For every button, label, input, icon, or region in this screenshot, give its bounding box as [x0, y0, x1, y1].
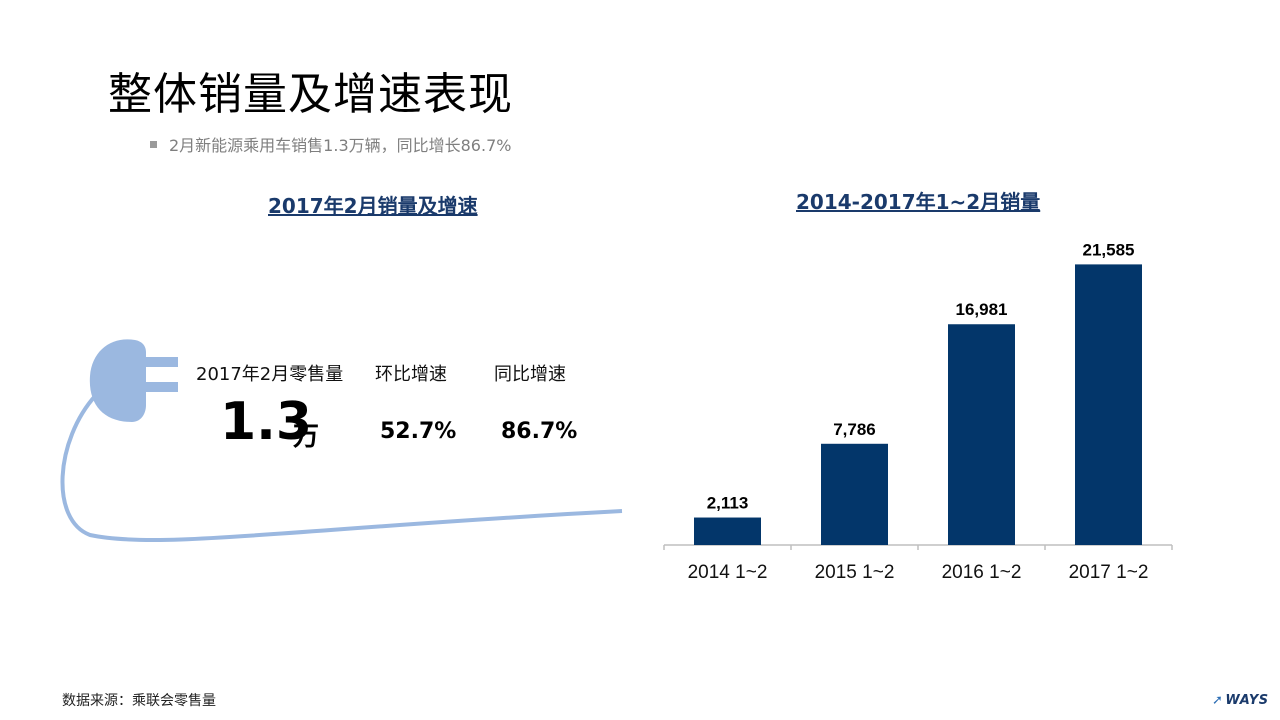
x-tick-label-0: 2014 1~2	[688, 562, 768, 583]
metric-value-mom: 52.7%	[380, 419, 457, 444]
bar-value-label-0: 2,113	[707, 494, 749, 513]
x-tick-label-2: 2016 1~2	[942, 562, 1022, 583]
metric-label-yoy: 同比增速	[494, 364, 566, 385]
plug-cable	[60, 393, 623, 542]
metric-value-yoy: 86.7%	[501, 419, 578, 444]
bar-2	[948, 324, 1015, 545]
plug-illustration	[60, 339, 623, 542]
logo-mark-icon: ➚	[1212, 693, 1224, 708]
page-title: 整体销量及增速表现	[108, 69, 513, 120]
metric-value-retail: 1.3	[220, 392, 313, 452]
bullet-square-icon	[150, 141, 157, 148]
bar-value-label-3: 21,585	[1083, 240, 1135, 259]
metric-label-mom: 环比增速	[375, 364, 447, 385]
bar-0	[694, 517, 761, 545]
bar-value-label-1: 7,786	[833, 420, 876, 439]
logo-text: WAYS	[1225, 693, 1269, 708]
plug-head-icon	[89, 339, 178, 422]
data-source: 数据来源：乘联会零售量	[62, 693, 216, 709]
bar-value-label-2: 16,981	[956, 300, 1008, 319]
ways-logo: ➚ WAYS	[1212, 693, 1269, 708]
bar-1	[821, 443, 888, 545]
left-panel-subtitle: 2017年2月销量及增速	[268, 194, 478, 218]
summary-bullet: 2月新能源乘用车销售1.3万辆，同比增长86.7%	[150, 132, 511, 156]
summary-text: 2月新能源乘用车销售1.3万辆，同比增长86.7%	[169, 136, 512, 155]
metric-label-retail: 2017年2月零售量	[196, 364, 344, 385]
metric-unit-retail: 万	[293, 422, 320, 452]
chart-title: 2014-2017年1~2月销量	[796, 190, 1041, 214]
bar-3	[1075, 264, 1142, 545]
x-tick-label-3: 2017 1~2	[1069, 562, 1149, 583]
x-tick-label-1: 2015 1~2	[815, 562, 895, 583]
